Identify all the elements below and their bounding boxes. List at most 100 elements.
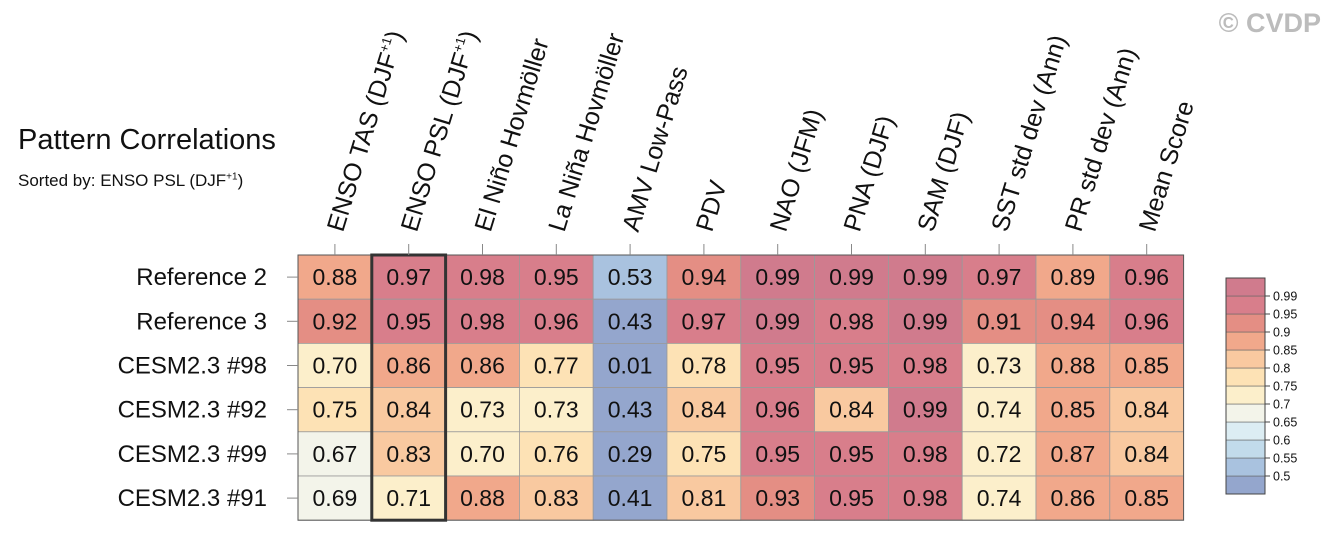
colorbar-swatch: [1225, 457, 1266, 477]
cell-value: 0.81: [682, 485, 727, 511]
column-label: El Niño Hovmöller: [469, 35, 554, 235]
cell-value: 0.83: [386, 441, 431, 467]
colorbar-label: 0.65: [1273, 416, 1297, 430]
colorbar-swatch: [1225, 475, 1266, 495]
column-label-superscript: +1: [376, 35, 395, 54]
cell-value: 0.01: [608, 353, 653, 379]
heatmap-cell: [961, 387, 1037, 433]
heatmap-cell: [666, 298, 742, 344]
heatmap-cell: [1035, 298, 1111, 344]
heatmap-cell: [1109, 387, 1185, 433]
cell-value: 0.86: [386, 353, 431, 379]
cell-value: 0.84: [829, 397, 874, 423]
cell-value: 0.95: [829, 353, 874, 379]
row-label: Reference 3: [136, 308, 267, 335]
row-label: CESM2.3 #91: [118, 485, 267, 512]
colorbar-swatch: [1225, 421, 1266, 441]
cell-value: 0.99: [903, 264, 948, 290]
heatmap-cell: [1109, 342, 1185, 388]
cell-value: 0.98: [829, 308, 874, 334]
column-label: NAO (JFM): [765, 106, 829, 235]
colorbar-swatch: [1225, 331, 1266, 351]
cell-value: 0.72: [977, 441, 1022, 467]
cell-value: 0.53: [608, 264, 653, 290]
subtitle-end: ): [237, 171, 244, 190]
cell-value: 0.84: [386, 397, 431, 423]
cell-value: 0.85: [1051, 397, 1096, 423]
cell-value: 0.88: [313, 264, 358, 290]
column-label: AMV Low-Pass: [617, 63, 694, 235]
heatmap-cell: [519, 254, 594, 300]
cell-value: 0.84: [1124, 441, 1169, 467]
cell-value: 0.43: [608, 397, 653, 423]
colorbar-swatch: [1225, 385, 1266, 405]
column-label-text: ENSO TAS (DJF: [322, 49, 403, 234]
colorbar-label: 0.7: [1273, 398, 1290, 412]
column-label: SAM (DJF): [912, 108, 975, 234]
cell-value: 0.99: [755, 308, 800, 334]
heatmap-cell: [297, 475, 373, 521]
cell-value: 0.98: [903, 485, 948, 511]
cell-value: 0.84: [1124, 397, 1169, 423]
cell-value: 0.88: [460, 485, 505, 511]
cell-value: 0.95: [829, 441, 874, 467]
heatmap-cell: [592, 298, 668, 344]
colorbar-swatch: [1225, 349, 1266, 369]
heatmap-cell: [297, 298, 373, 344]
cell-value: 0.73: [460, 397, 505, 423]
heatmap-cell: [371, 342, 446, 388]
heatmap-cell: [519, 431, 594, 477]
heatmap-cell: [666, 342, 742, 388]
cell-value: 0.98: [903, 353, 948, 379]
row-label: CESM2.3 #98: [118, 353, 267, 380]
cell-value: 0.29: [608, 441, 653, 467]
cell-value: 0.99: [829, 264, 874, 290]
column-label-text: PR std dev (Ann): [1060, 45, 1142, 235]
heatmap-cell: [666, 475, 742, 521]
heatmap-cell: [592, 254, 668, 300]
cell-value: 0.85: [1124, 485, 1169, 511]
heatmap-cell: [888, 431, 963, 477]
cell-value: 0.86: [1051, 485, 1096, 511]
column-label-text: ENSO PSL (DJF: [396, 49, 477, 234]
colorbar-swatch: [1225, 367, 1266, 387]
heatmap-cell: [888, 475, 963, 521]
cell-value: 0.95: [534, 264, 579, 290]
heatmap-cell: [519, 475, 594, 521]
cell-value: 0.92: [313, 308, 358, 334]
cell-value: 0.86: [460, 353, 505, 379]
cell-value: 0.97: [977, 264, 1022, 290]
cell-value: 0.98: [460, 308, 505, 334]
colorbar-label: 0.9: [1273, 326, 1290, 340]
column-label: ENSO TAS (DJF+1): [322, 27, 410, 234]
heatmap-cell: [297, 342, 373, 388]
heatmap-cell: [888, 342, 963, 388]
colorbar-swatch: [1225, 277, 1266, 297]
column-label-text: La Niña Hovmöller: [543, 30, 630, 235]
cell-value: 0.91: [977, 308, 1022, 334]
column-label-text: PNA (DJF): [838, 112, 900, 234]
cell-value: 0.98: [903, 441, 948, 467]
colorbar-swatch: [1225, 403, 1266, 423]
column-label-text: SST std dev (Ann): [986, 32, 1072, 235]
cell-value: 0.87: [1051, 441, 1096, 467]
heatmap-cell: [445, 475, 520, 521]
heatmap-cell: [519, 342, 594, 388]
heatmap-cell: [592, 475, 668, 521]
cell-value: 0.84: [682, 397, 727, 423]
row-label: CESM2.3 #92: [118, 397, 267, 424]
colorbar-label: 0.6: [1273, 434, 1290, 448]
cell-value: 0.70: [460, 441, 505, 467]
heatmap-cell: [814, 254, 889, 300]
heatmap-cell: [814, 387, 889, 433]
colorbar-swatch: [1225, 439, 1266, 459]
column-label-text: NAO (JFM): [765, 106, 829, 235]
column-label: PDV: [691, 177, 733, 235]
cell-value: 0.95: [755, 441, 800, 467]
cell-value: 0.97: [682, 308, 727, 334]
heatmap-cell: [961, 342, 1037, 388]
cell-value: 0.74: [977, 397, 1022, 423]
cell-value: 0.99: [903, 397, 948, 423]
colorbar-label: 0.8: [1273, 362, 1290, 376]
heatmap-cell: [1109, 475, 1185, 521]
